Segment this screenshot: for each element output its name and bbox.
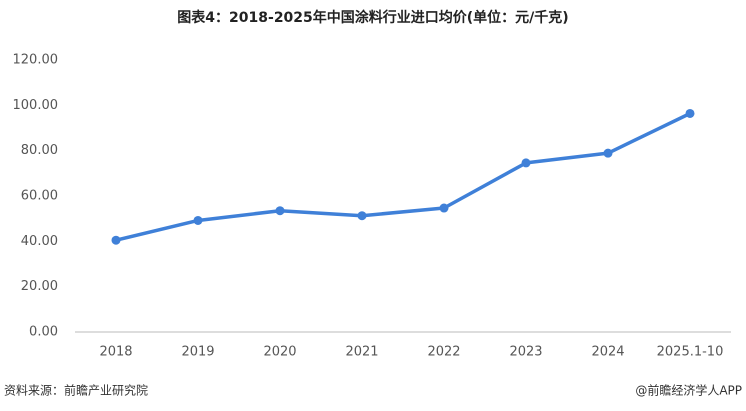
y-tick-label: 0.00 — [29, 325, 58, 340]
chart-title: 图表4：2018-2025年中国涂料行业进口均价(单位：元/千克) — [177, 9, 568, 26]
x-tick-label: 2023 — [509, 345, 542, 360]
y-tick-label: 40.00 — [21, 234, 58, 249]
point — [603, 148, 613, 158]
x-tick-label: 2019 — [181, 345, 214, 360]
y-tick-label: 20.00 — [21, 279, 58, 294]
y-tick-label: 100.00 — [13, 98, 59, 113]
point — [685, 108, 695, 118]
x-tick-label: 2021 — [345, 345, 378, 360]
credit: @前瞻经济学人APP — [635, 383, 742, 398]
point — [357, 211, 367, 221]
x-tick-label: 2020 — [263, 345, 296, 360]
x-tick-label: 2025.1-10 — [657, 345, 724, 360]
point — [111, 235, 121, 245]
source: 资料来源：前瞻产业研究院 — [4, 383, 148, 398]
point — [193, 215, 203, 225]
point — [275, 206, 285, 216]
y-tick-label: 80.00 — [21, 143, 58, 158]
point — [439, 203, 449, 213]
x-tick-label: 2024 — [591, 345, 624, 360]
y-tick-label: 60.00 — [21, 189, 58, 204]
series-line — [115, 111, 691, 242]
x-tick-label: 2022 — [427, 345, 460, 360]
x-tick-label: 2018 — [99, 345, 132, 360]
point — [521, 158, 531, 168]
y-tick-label: 120.00 — [13, 53, 59, 68]
